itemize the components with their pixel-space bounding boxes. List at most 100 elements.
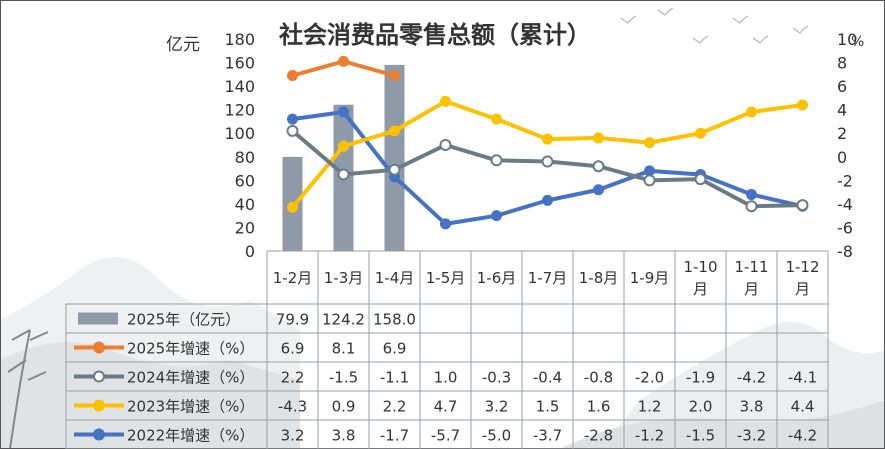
right-tick-label: -8: [837, 242, 853, 261]
category-label-part: 月: [795, 280, 810, 298]
right-tick-label: 10: [837, 30, 857, 49]
data-label: 2.0: [689, 398, 713, 416]
data-point: [439, 139, 452, 151]
category-label: 1-2月: [273, 269, 313, 287]
data-point: [745, 200, 758, 213]
mountain-right-front: [560, 400, 885, 449]
data-point: [541, 155, 554, 168]
data-label: 4.4: [791, 398, 815, 416]
data-label: 158.0: [373, 311, 416, 329]
legend-label: 2023年增速（%）: [127, 398, 254, 416]
data-point: [694, 173, 707, 186]
data-label: 4.7: [434, 398, 458, 416]
data-label: 1.0: [434, 369, 458, 387]
data-label: 79.9: [276, 311, 309, 329]
data-point: [695, 127, 706, 139]
data-label: 124.2: [322, 311, 365, 329]
mountain-left-front: [0, 342, 300, 449]
data-point: [542, 194, 553, 206]
category-label: 1-11 月: [734, 258, 768, 298]
data-label: -0.3: [482, 369, 511, 387]
axes: 0 20 40 60 80 100 120 140 160 180 -8 -6 -4 -2 0 2 4 6 8 10: [224, 30, 857, 261]
right-tick-label: 2: [837, 124, 847, 143]
data-point: [746, 188, 757, 200]
bird-icon: [657, 7, 674, 16]
legend-marker: [93, 428, 105, 441]
data-point: [796, 199, 809, 212]
category-label: 1-5月: [426, 269, 466, 287]
legend-label: 2024年增速（%）: [127, 369, 254, 387]
data-point: [593, 184, 604, 196]
line-series: [286, 55, 809, 230]
data-point: [542, 133, 553, 145]
data-point: [593, 132, 604, 144]
left-tick-label: 60: [235, 171, 255, 190]
data-label: 1.6: [587, 398, 611, 416]
data-label: -0.4: [533, 369, 562, 387]
legend-swatch: [78, 312, 118, 325]
data-label: -1.5: [329, 369, 358, 387]
data-label: 8.1: [332, 340, 356, 358]
right-axis-unit: %: [851, 34, 864, 50]
data-point: [643, 174, 656, 187]
data-label: -1.2: [635, 427, 664, 445]
left-tick-label: 40: [235, 195, 255, 214]
right-tick-label: -4: [837, 195, 853, 214]
data-label: -5.0: [482, 427, 511, 445]
data-point: [338, 106, 349, 118]
data-point: [287, 201, 298, 213]
data-point: [388, 163, 401, 176]
category-label-part: 月: [693, 280, 708, 298]
category-label: 1-6月: [477, 269, 517, 287]
bar-series: [282, 64, 405, 252]
data-label: -2.8: [584, 427, 613, 445]
data-label: -3.7: [533, 427, 562, 445]
right-tick-label: 6: [837, 77, 847, 96]
table-grid: [65, 251, 829, 449]
legend-label: 2025年（亿元）: [127, 311, 240, 329]
data-label: -4.1: [788, 369, 817, 387]
data-label: 3.8: [332, 427, 356, 445]
data-point: [592, 160, 605, 173]
left-tick-label: 80: [235, 148, 255, 167]
data-label: 2.2: [281, 369, 305, 387]
data-table: 1-2月 1-3月 1-4月 1-5月 1-6月 1-7月 1-8月 1-9月1-10 月1-1…: [74, 258, 820, 445]
bird-icon: [620, 15, 637, 24]
chart-title: 社会消费品零售总额（累计）: [279, 21, 591, 49]
data-label: -5.7: [431, 427, 460, 445]
category-label-part: 1-12: [785, 258, 819, 276]
data-label: -3.2: [737, 427, 766, 445]
data-point: [389, 70, 400, 82]
data-point: [338, 140, 349, 152]
left-tick-label: 140: [224, 77, 255, 96]
data-label: -0.8: [584, 369, 613, 387]
category-label: 1-8月: [579, 269, 619, 287]
data-label: -4.3: [278, 398, 307, 416]
bird-icon: [692, 35, 709, 44]
left-axis-unit: 亿元: [166, 35, 200, 55]
category-label: 1-12 月: [785, 258, 819, 298]
data-point: [338, 55, 349, 67]
legend-marker: [93, 399, 105, 412]
category-label: 1-9月: [630, 269, 670, 287]
data-point: [440, 95, 451, 107]
data-point: [287, 113, 298, 125]
left-tick-label: 20: [235, 218, 255, 237]
legend-marker: [93, 341, 105, 354]
category-label: 1-4月: [375, 269, 415, 287]
right-tick-label: 0: [837, 148, 847, 167]
right-tick-label: -2: [837, 171, 853, 190]
category-label-part: 1-11: [734, 258, 768, 276]
data-label: 6.9: [383, 340, 407, 358]
data-label: -4.2: [737, 369, 766, 387]
data-label: 2.2: [383, 398, 407, 416]
category-label: 1-7月: [528, 269, 568, 287]
left-tick-label: 160: [224, 54, 255, 73]
left-tick-label: 0: [245, 242, 255, 261]
bird-icon: [752, 35, 769, 44]
bar: [384, 64, 405, 252]
left-tick-label: 100: [224, 124, 255, 143]
